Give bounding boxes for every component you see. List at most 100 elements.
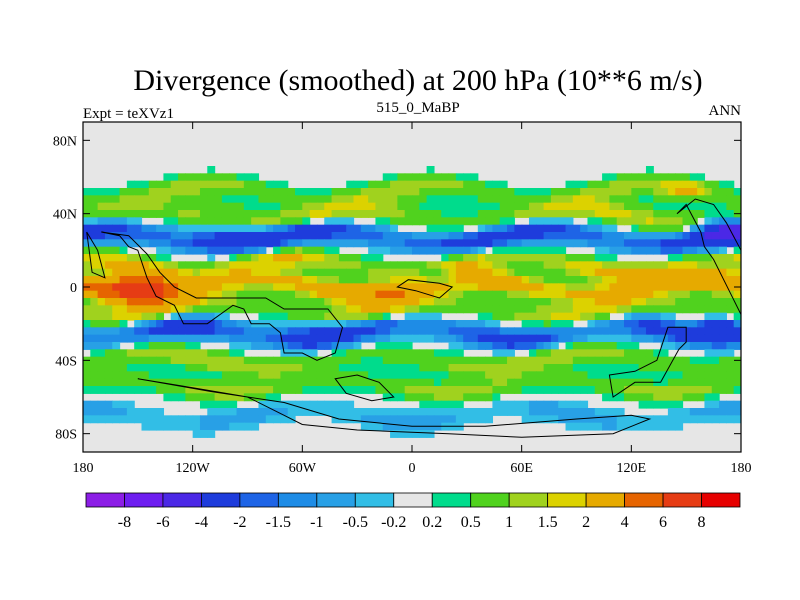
field-cell <box>711 393 720 402</box>
field-cell <box>602 254 610 262</box>
field-cell <box>616 334 625 343</box>
field-cell <box>580 356 589 365</box>
field-cell <box>192 202 201 211</box>
field-cell <box>170 217 179 226</box>
field-cell <box>477 371 486 380</box>
field-cell <box>660 224 669 233</box>
field-cell <box>485 261 494 270</box>
field-cell <box>609 408 618 416</box>
field-cell <box>667 290 676 299</box>
field-cell <box>251 261 260 270</box>
field-cell <box>360 276 369 284</box>
field-cell <box>170 276 179 284</box>
field-cell <box>514 408 523 416</box>
field-cell <box>507 400 515 409</box>
field-cell <box>141 254 150 262</box>
field-cell <box>273 327 281 336</box>
field-cell <box>470 239 479 248</box>
field-cell <box>441 356 450 365</box>
field-cell <box>441 254 450 262</box>
field-cell <box>126 239 135 248</box>
field-cell <box>273 180 281 189</box>
field-cell <box>412 276 420 284</box>
field-cell <box>653 239 662 248</box>
field-cell <box>631 188 640 196</box>
field-cell <box>499 180 508 189</box>
field-cell <box>382 342 391 350</box>
field-cell <box>185 195 194 204</box>
field-cell <box>733 261 741 270</box>
field-cell <box>616 180 625 189</box>
field-cell <box>207 356 216 365</box>
field-cell <box>104 312 113 321</box>
field-cell <box>382 210 391 218</box>
field-cell <box>682 210 691 218</box>
field-cell <box>90 254 99 262</box>
field-cell <box>653 195 662 204</box>
field-cell <box>302 224 311 233</box>
field-cell <box>719 224 727 233</box>
field-cell <box>368 210 377 218</box>
field-cell <box>653 371 662 380</box>
field-cell <box>689 386 698 394</box>
field-cell <box>221 202 230 211</box>
field-cell <box>726 261 735 270</box>
field-cell <box>543 378 552 387</box>
field-cell <box>316 290 325 299</box>
field-cell <box>719 342 727 350</box>
field-cell <box>624 276 632 284</box>
field-cell <box>624 312 632 321</box>
field-cell <box>375 305 384 314</box>
field-cell <box>492 283 501 292</box>
field-cell <box>565 290 574 299</box>
field-cell <box>638 290 647 299</box>
field-cell <box>616 290 625 299</box>
colorbar-level-label: 2 <box>582 514 590 531</box>
field-cell <box>602 173 610 182</box>
field-cell <box>602 180 610 189</box>
field-cell <box>675 246 684 255</box>
field-cell <box>638 327 647 336</box>
field-cell <box>543 408 552 416</box>
field-cell <box>485 283 494 292</box>
field-cell <box>280 239 289 248</box>
field-cell <box>653 276 662 284</box>
field-cell <box>704 290 713 299</box>
field-cell <box>119 232 128 240</box>
field-cell <box>528 400 537 409</box>
field-cell <box>521 342 530 350</box>
field-cell <box>638 195 647 204</box>
field-cell <box>616 371 625 380</box>
field-cell <box>221 415 230 424</box>
field-cell <box>711 217 720 226</box>
field-cell <box>324 232 333 240</box>
field-cell <box>565 210 574 218</box>
field-cell <box>719 268 727 277</box>
field-cell <box>704 378 713 387</box>
field-cell <box>178 378 186 387</box>
field-cell <box>207 217 216 226</box>
field-cell <box>324 356 333 365</box>
field-cell <box>375 224 384 233</box>
field-cell <box>609 188 618 196</box>
field-cell <box>375 268 384 277</box>
field-cell <box>587 290 596 299</box>
field-cell <box>141 364 150 372</box>
field-cell <box>536 364 545 372</box>
field-cell <box>609 217 618 226</box>
field-cell <box>565 202 574 211</box>
field-cell <box>83 334 91 343</box>
field-cell <box>594 408 603 416</box>
field-cell <box>448 320 457 328</box>
field-cell <box>280 298 289 306</box>
field-cell <box>667 239 676 248</box>
field-cell <box>433 400 442 409</box>
field-cell <box>477 188 486 196</box>
field-cell <box>645 305 654 314</box>
field-cell <box>390 356 398 365</box>
field-cell <box>112 210 121 218</box>
field-cell <box>507 305 515 314</box>
field-cell <box>265 327 274 336</box>
field-cell <box>119 246 128 255</box>
field-cell <box>229 202 238 211</box>
